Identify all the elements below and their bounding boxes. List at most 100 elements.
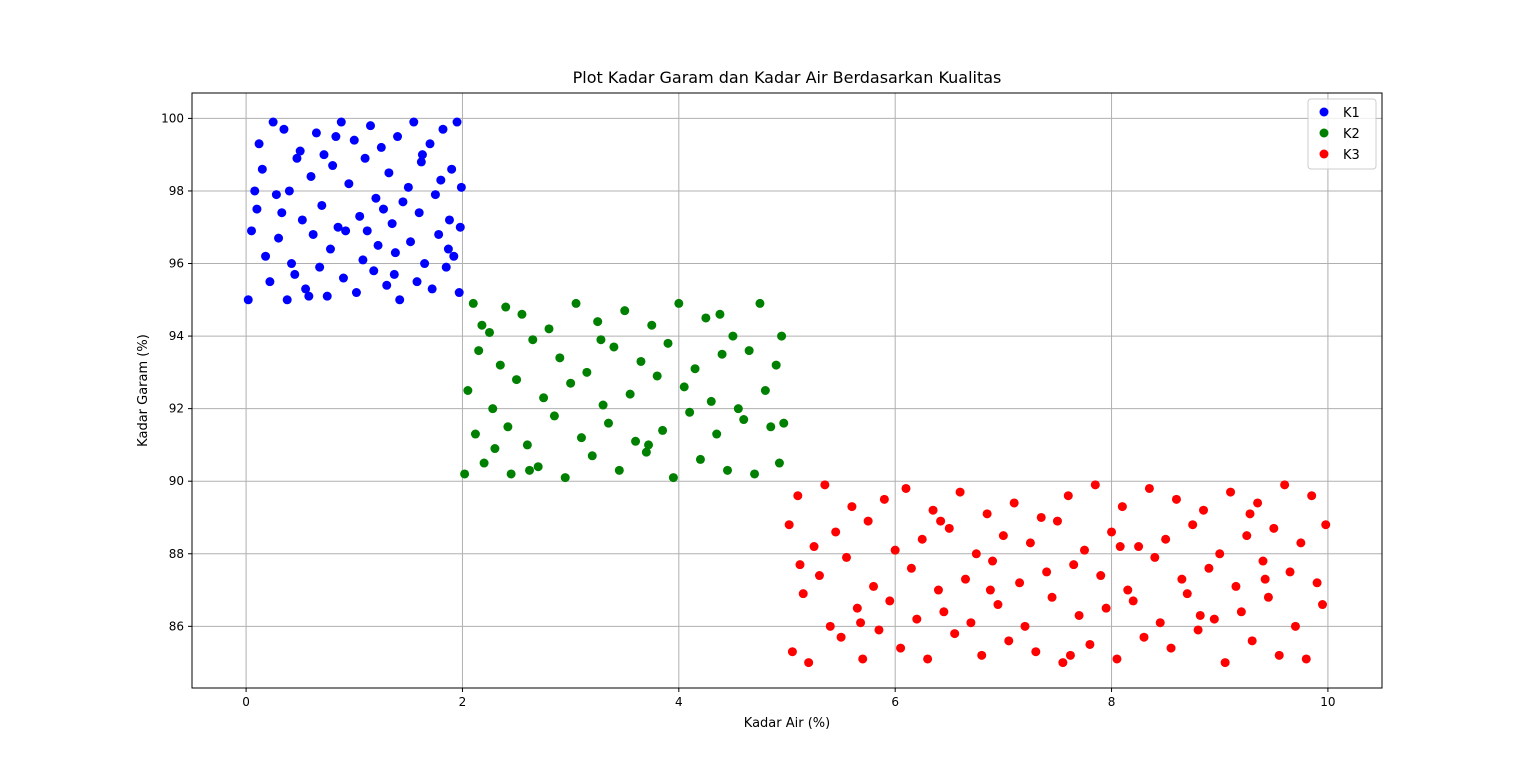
- data-point-k1: [333, 222, 343, 232]
- data-point-k3: [809, 542, 819, 552]
- data-point-k1: [376, 142, 386, 152]
- data-point-k1: [306, 171, 316, 181]
- data-point-k3: [1096, 571, 1106, 581]
- data-point-k1: [290, 269, 300, 279]
- data-point-k3: [977, 650, 987, 660]
- data-point-k2: [658, 425, 668, 435]
- data-point-k2: [560, 473, 570, 483]
- data-point-k2: [470, 429, 480, 439]
- data-point-k2: [744, 346, 754, 356]
- data-point-k3: [961, 574, 970, 584]
- legend-label-k1: K1: [1343, 106, 1360, 121]
- y-tick-label: 96: [169, 257, 184, 271]
- data-point-k3: [944, 523, 954, 533]
- data-point-k1: [341, 226, 351, 236]
- data-point-k1: [371, 193, 381, 203]
- data-point-k1: [441, 262, 451, 272]
- data-point-k1: [434, 229, 444, 239]
- data-point-k3: [1242, 531, 1252, 541]
- data-point-k2: [647, 320, 657, 330]
- data-point-k2: [663, 338, 673, 348]
- data-point-k3: [1134, 542, 1144, 552]
- data-point-k3: [863, 516, 873, 526]
- data-point-k2: [525, 465, 535, 475]
- data-point-k3: [1074, 610, 1084, 620]
- data-point-k3: [1215, 549, 1225, 559]
- data-point-k3: [858, 654, 868, 664]
- y-tick-label: 90: [169, 474, 184, 488]
- data-point-k3: [1318, 600, 1327, 610]
- data-point-k3: [798, 589, 808, 599]
- data-point-k1: [297, 215, 307, 225]
- data-point-k3: [784, 520, 794, 530]
- axis-ticks: 0 2 4 6 8 10 86 88 90 92 94 96 98 100: [161, 111, 1335, 709]
- data-point-k3: [1107, 527, 1117, 537]
- data-point-k3: [1263, 592, 1273, 602]
- data-point-k3: [1307, 491, 1317, 501]
- data-point-k3: [1301, 654, 1311, 664]
- data-point-k1: [425, 139, 435, 149]
- data-point-k2: [566, 378, 576, 388]
- data-point-k2: [733, 404, 743, 414]
- data-point-k2: [706, 396, 716, 406]
- x-tick-label: 6: [891, 695, 899, 709]
- data-point-k2: [598, 400, 608, 410]
- data-point-k3: [971, 549, 981, 559]
- x-tick-label: 4: [675, 695, 683, 709]
- y-tick-label: 88: [169, 547, 184, 561]
- data-point-k3: [1117, 502, 1127, 512]
- data-point-k1: [454, 288, 464, 298]
- data-point-k3: [982, 509, 992, 519]
- data-point-k2: [715, 309, 725, 319]
- data-point-k3: [966, 618, 976, 628]
- data-point-k1: [279, 124, 289, 134]
- y-axis-label: Kadar Garam (%): [136, 334, 151, 447]
- data-point-k3: [1171, 494, 1181, 504]
- data-point-k2: [766, 422, 776, 432]
- data-point-k1: [349, 135, 359, 145]
- data-point-k3: [1226, 487, 1236, 497]
- data-point-k1: [403, 182, 413, 192]
- data-point-k3: [879, 494, 889, 504]
- data-point-k3: [1150, 552, 1160, 562]
- data-point-k3: [1090, 480, 1100, 490]
- data-point-k3: [1199, 505, 1208, 515]
- data-point-k2: [463, 386, 473, 395]
- data-point-k3: [1274, 650, 1284, 660]
- legend-label-k2: K2: [1343, 127, 1360, 142]
- data-point-k2: [485, 327, 494, 337]
- data-point-k1: [438, 124, 448, 134]
- data-point-k3: [1245, 509, 1255, 519]
- data-point-k1: [393, 132, 403, 142]
- data-point-k3: [1188, 520, 1198, 530]
- data-point-k1: [389, 269, 399, 279]
- data-point-k3: [928, 505, 938, 515]
- data-point-k3: [1204, 563, 1214, 573]
- data-point-k3: [856, 618, 866, 628]
- data-point-k1: [243, 295, 253, 305]
- data-point-k2: [503, 422, 513, 432]
- data-point-k3: [1280, 480, 1290, 490]
- data-point-k2: [544, 324, 554, 334]
- data-point-k2: [717, 349, 727, 359]
- data-point-k1: [409, 117, 419, 127]
- data-point-k3: [1177, 574, 1187, 584]
- data-point-k1: [292, 153, 302, 163]
- data-point-k2: [701, 313, 711, 323]
- legend-label-k3: K3: [1343, 148, 1360, 163]
- data-point-k3: [1285, 567, 1295, 577]
- data-point-k2: [539, 393, 549, 403]
- data-point-k1: [325, 244, 335, 254]
- data-point-k3: [874, 625, 884, 635]
- data-point-k3: [1063, 491, 1073, 501]
- data-point-k1: [328, 161, 338, 171]
- data-point-k2: [533, 462, 543, 472]
- data-point-k3: [1182, 589, 1192, 599]
- data-point-k2: [522, 440, 532, 450]
- data-point-k2: [620, 306, 630, 316]
- data-point-k1: [362, 226, 372, 236]
- data-point-k2: [779, 418, 789, 428]
- data-point-k3: [1312, 578, 1322, 588]
- data-point-k3: [1195, 610, 1205, 620]
